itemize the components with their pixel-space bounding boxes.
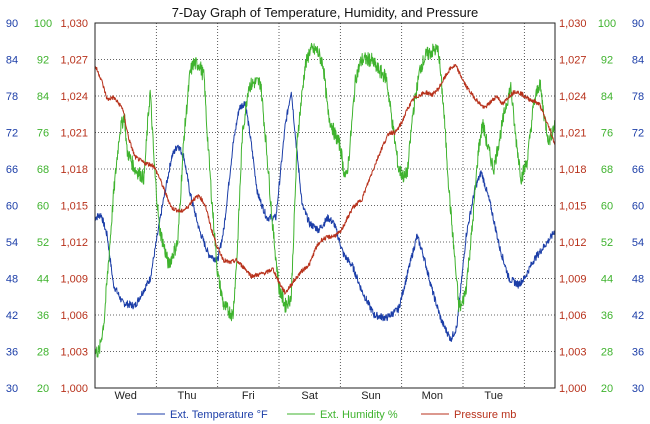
x-tick-label: Mon (422, 390, 443, 402)
y-tick-label-left: 1,018 (60, 164, 88, 176)
y-tick-label-left: 20 (37, 383, 49, 395)
y-tick-label-right: 42 (632, 310, 644, 322)
x-tick-label: Wed (114, 390, 136, 402)
y-tick-label-left: 52 (37, 237, 49, 249)
data-series (94, 42, 556, 358)
y-tick-label-right: 48 (632, 274, 644, 286)
legend: Ext. Temperature °F Ext. Humidity % Pressu… (137, 409, 516, 421)
x-tick-label: Sun (361, 390, 381, 402)
y-tick-label-left: 90 (6, 18, 18, 30)
y-tick-label-left: 84 (37, 91, 49, 103)
y-tick-label-right: 52 (601, 237, 613, 249)
y-tick-label-left: 42 (6, 310, 18, 322)
y-tick-label-left: 54 (6, 237, 18, 249)
x-tick-label: Fri (242, 390, 255, 402)
y-tick-label-right: 90 (632, 18, 644, 30)
plot-frame (94, 22, 556, 389)
y-tick-label-left: 1,000 (60, 383, 88, 395)
y-tick-label-right: 54 (632, 237, 644, 249)
y-tick-label-left: 72 (6, 128, 18, 140)
y-tick-label-left: 76 (37, 128, 49, 140)
y-tick-label-left: 84 (6, 55, 18, 67)
y-tick-label-right: 66 (632, 164, 644, 176)
y-tick-label-left: 1,024 (60, 91, 88, 103)
y-tick-label-left: 28 (37, 347, 49, 359)
y-tick-label-right: 36 (632, 347, 644, 359)
legend-label-humidity: Ext. Humidity % (320, 409, 398, 421)
y-tick-label-left: 100 (34, 18, 52, 30)
y-tick-label-right: 1,006 (559, 310, 587, 322)
y-tick-label-right: 36 (601, 310, 613, 322)
y-tick-label-left: 1,006 (60, 310, 88, 322)
legend-label-temperature: Ext. Temperature °F (170, 409, 268, 421)
y-tick-label-right: 1,003 (559, 347, 587, 359)
y-tick-label-right: 1,021 (559, 128, 587, 140)
y-tick-label-right: 84 (601, 91, 613, 103)
y-tick-label-left: 36 (6, 347, 18, 359)
y-tick-label-right: 1,000 (559, 383, 587, 395)
y-tick-label-left: 36 (37, 310, 49, 322)
y-tick-label-right: 1,027 (559, 55, 587, 67)
series-line-temperature (94, 91, 556, 342)
series-line-humidity (94, 42, 556, 358)
y-tick-label-right: 20 (601, 383, 613, 395)
y-tick-label-right: 1,024 (559, 91, 587, 103)
legend-label-pressure: Pressure mb (454, 409, 516, 421)
y-tick-label-right: 78 (632, 91, 644, 103)
grid-lines (95, 23, 555, 388)
y-tick-label-right: 30 (632, 383, 644, 395)
y-tick-label-right: 60 (632, 201, 644, 213)
y-tick-label-left: 60 (37, 201, 49, 213)
x-tick-label: Sat (301, 390, 318, 402)
y-tick-label-right: 44 (601, 274, 613, 286)
y-tick-label-left: 1,012 (60, 237, 88, 249)
y-tick-label-left: 1,021 (60, 128, 88, 140)
x-tick-label: Tue (484, 390, 503, 402)
chart-title: 7-Day Graph of Temperature, Humidity, an… (172, 5, 479, 20)
y-tick-label-left: 44 (37, 274, 49, 286)
x-tick-label: Thu (178, 390, 197, 402)
series-line-pressure (94, 64, 556, 295)
y-tick-label-right: 92 (601, 55, 613, 67)
y-tick-label-right: 76 (601, 128, 613, 140)
y-tick-label-right: 1,018 (559, 164, 587, 176)
y-tick-label-left: 60 (6, 201, 18, 213)
y-tick-label-right: 1,015 (559, 201, 587, 213)
y-tick-label-left: 48 (6, 274, 18, 286)
y-tick-label-left: 1,009 (60, 274, 88, 286)
y-tick-label-right: 84 (632, 55, 644, 67)
y-tick-label-left: 66 (6, 164, 18, 176)
y-tick-label-left: 1,027 (60, 55, 88, 67)
y-tick-label-left: 1,003 (60, 347, 88, 359)
y-tick-label-left: 92 (37, 55, 49, 67)
axes: 30 30 36 36 42 42 48 48 54 54 60 60 66 66 72 72 78 78 84 84… (6, 18, 644, 402)
y-tick-label-left: 30 (6, 383, 18, 395)
y-tick-label-right: 1,012 (559, 237, 587, 249)
y-tick-label-left: 1,015 (60, 201, 88, 213)
y-tick-label-left: 68 (37, 164, 49, 176)
y-tick-label-right: 1,009 (559, 274, 587, 286)
y-tick-label-right: 60 (601, 201, 613, 213)
y-tick-label-left: 1,030 (60, 18, 88, 30)
y-tick-label-right: 68 (601, 164, 613, 176)
y-tick-label-right: 28 (601, 347, 613, 359)
y-tick-label-right: 72 (632, 128, 644, 140)
y-tick-label-right: 100 (598, 18, 616, 30)
y-tick-label-right: 1,030 (559, 18, 587, 30)
y-tick-label-left: 78 (6, 91, 18, 103)
